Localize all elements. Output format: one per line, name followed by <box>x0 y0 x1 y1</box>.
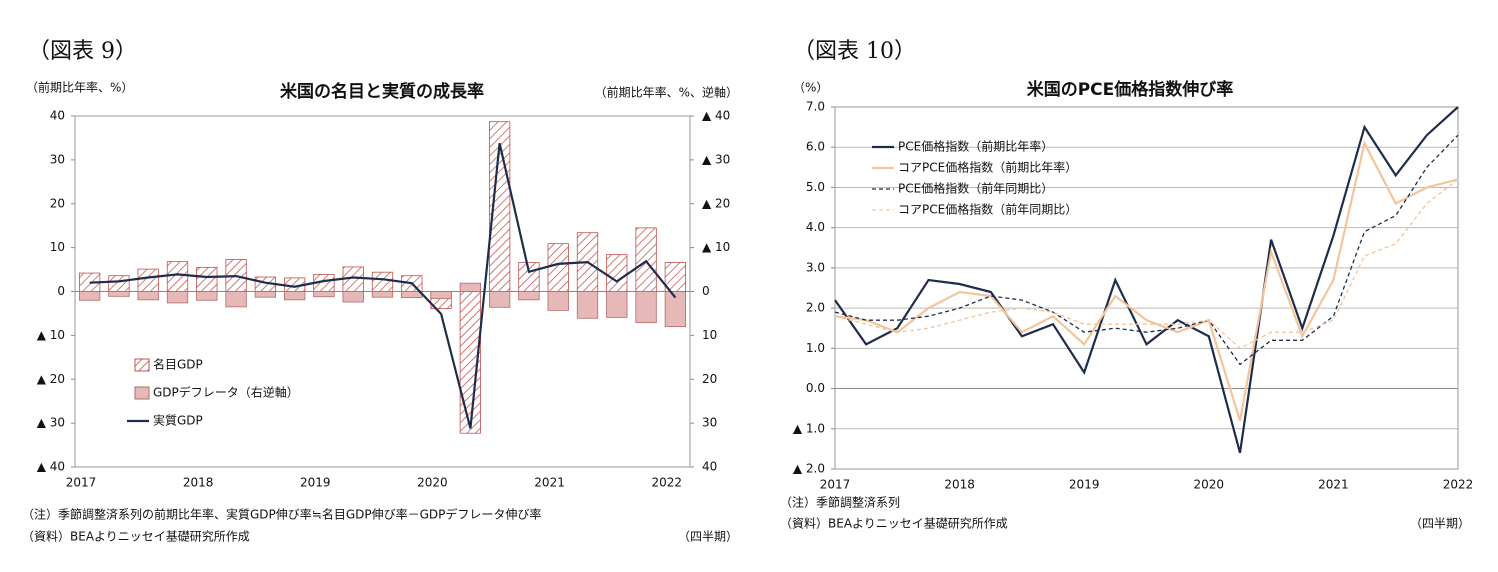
bar <box>635 227 657 292</box>
x-axis-label: （四半期） <box>1410 517 1470 531</box>
y-tick-label: ▲ 30 <box>37 416 65 430</box>
y-tick-label: 3.0 <box>806 260 825 274</box>
legend-swatch <box>134 386 150 400</box>
note: （注）季節調整済系列の前期比年率、実質GDP伸び率≒名目GDP伸び率－GDPデフ… <box>22 507 541 522</box>
y2-tick-label: 0 <box>702 284 710 298</box>
x-tick-label: 2017 <box>820 478 851 492</box>
chart-title: 米国のPCE価格指数伸び率 <box>1027 79 1234 100</box>
x-tick-label: 2020 <box>1194 478 1225 492</box>
bar <box>606 254 628 292</box>
note: （注）季節調整済系列 <box>780 495 900 510</box>
y-tick-label: 7.0 <box>806 100 825 114</box>
y2-tick-label: 40 <box>702 460 717 474</box>
x-tick-label: 2018 <box>183 476 214 490</box>
bar <box>401 291 423 299</box>
line <box>834 134 1459 366</box>
y-tick-label: ▲ 40 <box>37 460 65 474</box>
x-tick-label: 2020 <box>417 476 448 490</box>
bar <box>313 291 335 298</box>
bar <box>488 291 511 308</box>
y-tick-label: ▲ 1.0 <box>793 421 825 435</box>
bar <box>196 291 218 301</box>
y-tick-label: ▲ 20 <box>37 372 65 386</box>
line <box>834 178 1459 350</box>
y2-tick-label: ▲ 10 <box>702 240 730 254</box>
line <box>89 142 677 429</box>
y-tick-label: 2.0 <box>806 301 825 315</box>
source: （資料）BEAよりニッセイ基礎研究所作成 <box>780 516 1008 531</box>
y-tick-label: 10 <box>50 240 65 254</box>
line <box>834 106 1459 454</box>
y-tick-label: 4.0 <box>806 220 825 234</box>
chart-title: 米国の名目と実質の成長率 <box>280 81 484 102</box>
bar <box>78 291 101 301</box>
bar <box>606 291 628 318</box>
bar <box>547 243 569 292</box>
bar <box>518 291 540 301</box>
figure-number: （図表 10） <box>793 39 916 64</box>
y-tick-label: 0.0 <box>806 381 825 395</box>
bar <box>137 291 159 301</box>
y2-tick-label: ▲ 40 <box>702 109 730 123</box>
bar <box>342 291 364 303</box>
y-tick-label: 1.0 <box>806 341 825 355</box>
bar <box>166 291 189 304</box>
y-tick-label: 40 <box>50 109 65 123</box>
plot-frame <box>834 106 1459 470</box>
legend-label: コアPCE価格指数（前期比年率） <box>898 160 1077 175</box>
y2-tick-label: 10 <box>702 328 717 342</box>
x-tick-label: 2019 <box>300 476 331 490</box>
y-tick-label: 0 <box>57 284 65 298</box>
y-tick-label: ▲ 2.0 <box>793 462 825 476</box>
x-tick-label: 2018 <box>944 478 975 492</box>
bar <box>166 261 189 292</box>
legend-label: コアPCE価格指数（前年同期比） <box>898 202 1077 217</box>
bar <box>225 291 247 308</box>
y2-tick-label: ▲ 20 <box>702 196 730 210</box>
y-tick-label: 30 <box>50 152 65 166</box>
bar <box>196 266 218 292</box>
bar <box>254 291 277 298</box>
bar <box>371 271 394 292</box>
bar <box>371 291 394 298</box>
legend-label: PCE価格指数（前期比年率） <box>898 139 1053 154</box>
bar <box>664 291 687 327</box>
bar <box>518 262 540 292</box>
y2-tick-label: 20 <box>702 372 717 386</box>
bar <box>430 291 452 299</box>
legend-label: 実質GDP <box>153 413 203 428</box>
x-tick-label: 2017 <box>66 476 97 490</box>
legend-swatch <box>134 358 150 372</box>
legend-label: GDPデフレータ（右逆軸） <box>153 385 299 400</box>
y2-tick-label: ▲ 30 <box>702 152 730 166</box>
line <box>834 140 1459 422</box>
x-axis-label: （四半期） <box>678 530 738 544</box>
y2-axis-label: （前期比年率、%、逆軸） <box>595 85 738 100</box>
legend-label: PCE価格指数（前年同期比） <box>898 181 1053 196</box>
bar <box>576 291 599 319</box>
y-axis-label: （前期比年率、%） <box>26 80 133 95</box>
bar <box>459 282 482 292</box>
legend-label: 名目GDP <box>153 357 203 372</box>
bar <box>108 291 130 297</box>
source: （資料）BEAよりニッセイ基礎研究所作成 <box>22 529 250 544</box>
y-tick-label: 20 <box>50 196 65 210</box>
bar <box>283 291 306 301</box>
y-tick-label: ▲ 10 <box>37 328 65 342</box>
x-tick-label: 2021 <box>534 476 565 490</box>
x-tick-label: 2019 <box>1069 478 1100 492</box>
x-tick-label: 2022 <box>1443 478 1474 492</box>
figure-number: （図表 9） <box>28 39 137 64</box>
bar <box>635 291 657 324</box>
x-tick-label: 2021 <box>1318 478 1349 492</box>
y-tick-label: 5.0 <box>806 180 825 194</box>
x-tick-label: 2022 <box>651 476 682 490</box>
bar <box>137 268 159 292</box>
bar <box>108 275 130 292</box>
bar <box>547 291 569 311</box>
y-tick-label: 6.0 <box>806 140 825 154</box>
y2-tick-label: 30 <box>702 416 717 430</box>
y-axis-label: （%） <box>793 81 828 95</box>
